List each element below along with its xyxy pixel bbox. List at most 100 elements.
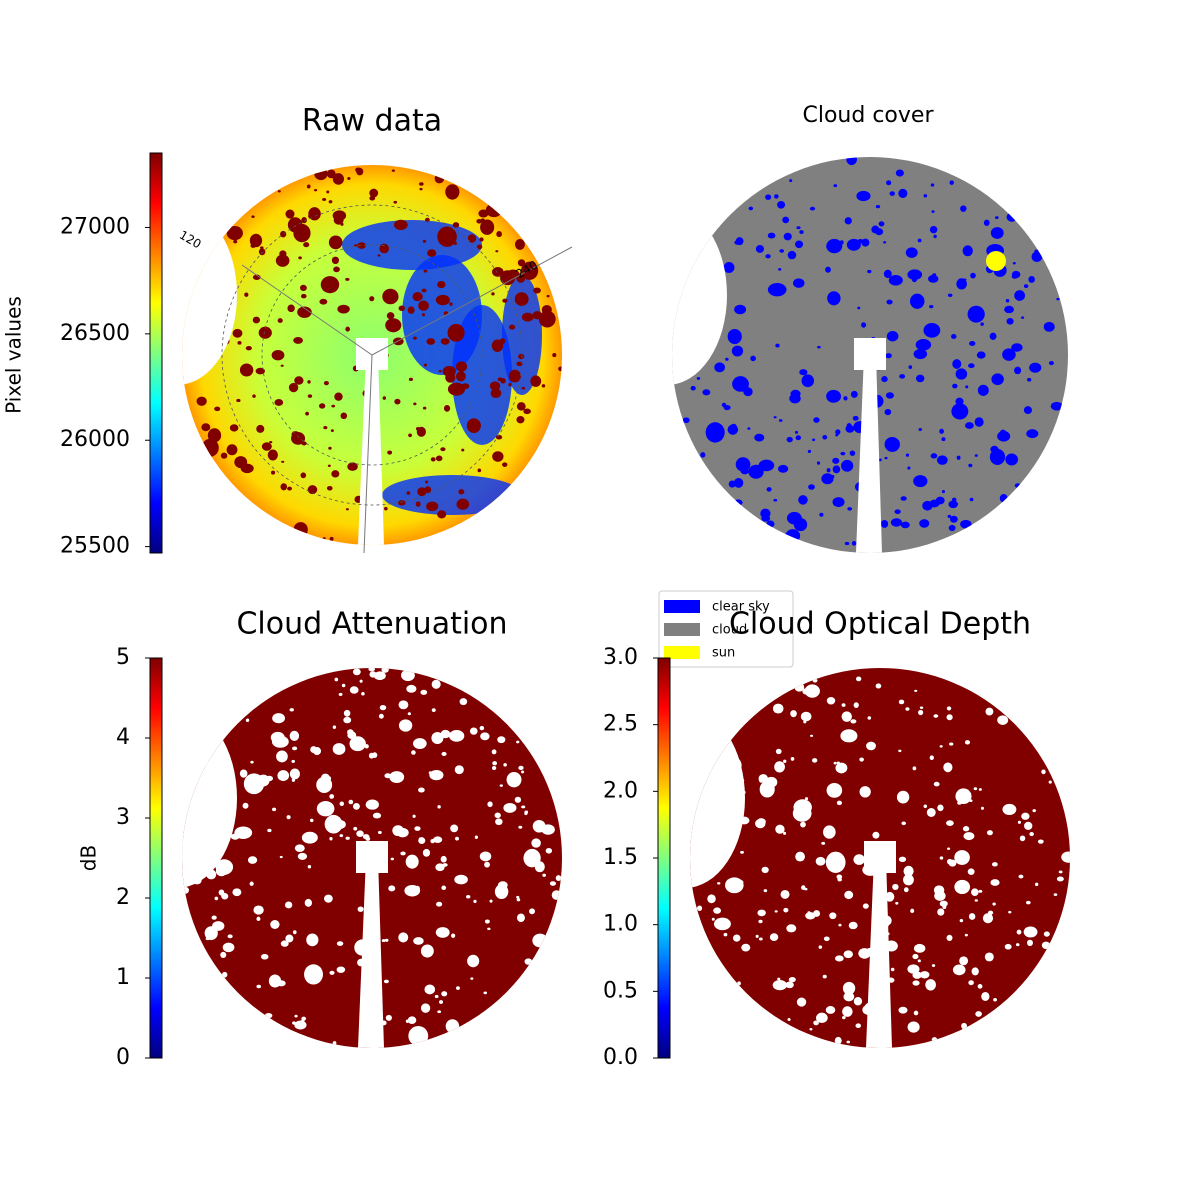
spot: [253, 905, 264, 915]
spot: [345, 836, 350, 840]
spot: [413, 937, 424, 945]
spot: [385, 318, 402, 333]
spot: [750, 355, 756, 362]
spot: [405, 854, 419, 869]
spot: [801, 374, 815, 388]
spot: [474, 835, 478, 839]
spot: [232, 328, 243, 338]
colorbar: [149, 152, 163, 554]
spot: [201, 423, 211, 432]
spot: [451, 933, 456, 938]
spot: [398, 719, 413, 732]
spot: [234, 456, 248, 469]
spot: [430, 457, 436, 462]
spot: [1018, 874, 1024, 879]
spot: [1037, 839, 1044, 844]
spot: [379, 243, 389, 254]
spot: [280, 940, 289, 947]
spot: [542, 873, 546, 877]
spot: [319, 298, 328, 305]
spot: [875, 204, 881, 209]
spot: [508, 324, 516, 330]
spot: [859, 786, 871, 798]
spot: [974, 899, 978, 902]
spot: [487, 927, 491, 931]
spot: [925, 979, 936, 991]
spot: [973, 787, 978, 791]
spot: [774, 910, 778, 913]
spot: [332, 210, 347, 221]
spot: [251, 215, 255, 218]
spot: [497, 881, 508, 889]
colorbar-tick-label: 3.0: [603, 645, 638, 670]
spot: [842, 1016, 846, 1020]
spot: [492, 451, 504, 462]
spot: [915, 339, 932, 351]
spot: [959, 919, 964, 923]
spot: [214, 896, 219, 901]
sun: [986, 251, 1006, 271]
spot: [277, 770, 290, 781]
spot: [857, 306, 861, 310]
spot: [329, 794, 335, 799]
spot: [810, 734, 814, 737]
spot: [502, 462, 508, 467]
spot: [723, 404, 731, 411]
spot: [294, 1014, 298, 1018]
spot: [467, 234, 477, 243]
spot: [431, 732, 444, 744]
spot: [476, 218, 483, 224]
spot: [489, 899, 493, 903]
spot: [441, 991, 448, 997]
spot: [274, 399, 284, 406]
spot: [969, 341, 976, 346]
spot: [732, 934, 741, 942]
spot: [441, 751, 447, 756]
spot: [1006, 317, 1014, 325]
spot: [521, 312, 534, 322]
spot: [735, 457, 751, 472]
spot: [459, 698, 468, 706]
legend-swatch: [664, 600, 700, 613]
spot: [1041, 769, 1046, 775]
spot: [809, 206, 816, 211]
spot: [1021, 316, 1025, 319]
spot: [849, 450, 856, 456]
spot: [838, 923, 842, 927]
spot: [943, 762, 953, 773]
colorbar-tick-label: 1: [116, 965, 130, 990]
spot: [261, 442, 272, 451]
spot: [1034, 249, 1039, 254]
spot: [1050, 401, 1063, 411]
spot: [853, 702, 859, 709]
polar-grid: [261, 244, 483, 466]
spot: [307, 394, 313, 398]
spot: [832, 497, 845, 508]
spot: [924, 330, 929, 335]
spot: [326, 190, 330, 194]
spot: [414, 885, 420, 892]
spot: [437, 280, 446, 289]
spot: [242, 802, 249, 809]
spot: [975, 1011, 982, 1017]
spot: [963, 832, 975, 841]
spot: [356, 167, 364, 176]
spot: [496, 230, 502, 238]
spot: [951, 403, 969, 420]
spot: [292, 930, 297, 935]
spot: [832, 465, 841, 474]
spot: [456, 986, 460, 990]
spot: [696, 376, 701, 380]
spot: [440, 338, 450, 345]
spot: [913, 475, 928, 488]
spot: [384, 938, 389, 942]
spot: [841, 703, 846, 707]
legend-label: sun: [712, 646, 735, 661]
spot: [799, 369, 808, 376]
mask-notch: [182, 205, 237, 385]
mask-arm: [856, 355, 882, 553]
spot: [799, 230, 804, 235]
spot: [841, 711, 852, 722]
spot: [514, 796, 522, 803]
spot: [971, 967, 979, 976]
